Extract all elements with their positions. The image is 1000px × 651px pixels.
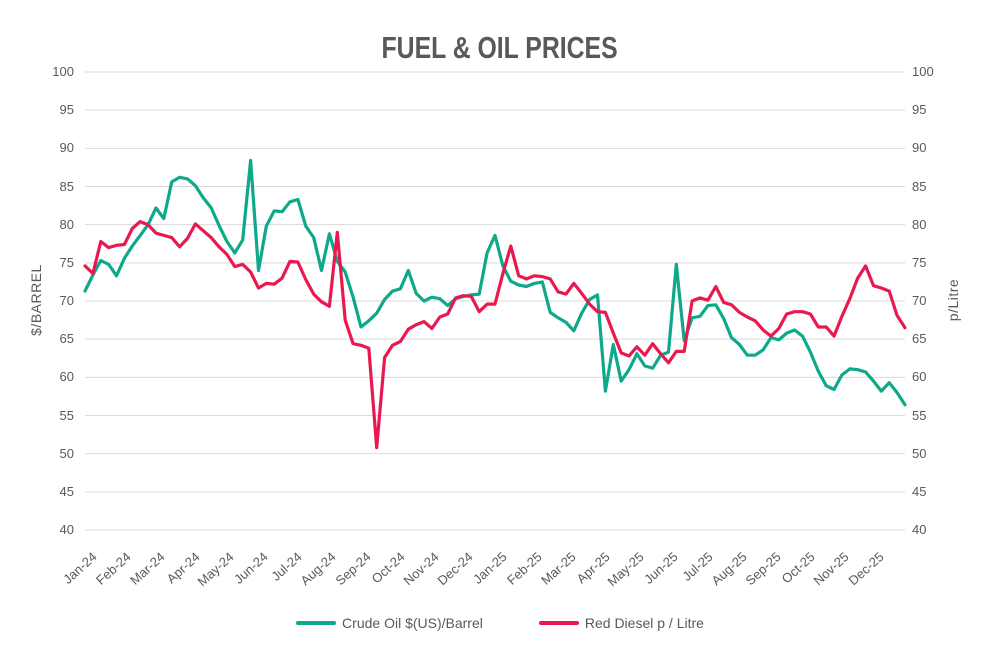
- legend: Crude Oil $(US)/Barrel Red Diesel p / Li…: [0, 615, 1000, 631]
- legend-item-red-diesel: Red Diesel p / Litre: [538, 615, 704, 631]
- y-axis-tick-label-left: 60: [59, 369, 74, 385]
- y-axis-tick-label-right: 90: [912, 140, 927, 156]
- y-axis-tick-label-left: 50: [59, 445, 74, 461]
- y-axis-tick-label-right: 100: [912, 64, 934, 79]
- y-axis-tick-label-left: 45: [59, 483, 74, 499]
- legend-item-crude-oil: Crude Oil $(US)/Barrel: [296, 615, 483, 631]
- y-axis-tick-label-left: 95: [59, 102, 74, 118]
- y-axis-tick-label-right: 60: [912, 369, 927, 385]
- y-axis-tick-label-left: 55: [59, 407, 74, 423]
- y-axis-tick-label-left: 70: [59, 293, 74, 308]
- y-axis-tick-label-right: 80: [912, 216, 927, 232]
- y-axis-tick-label-left: 65: [59, 331, 74, 347]
- series-line-red-diesel: [83, 220, 907, 450]
- y-axis-tick-label-left: 40: [59, 522, 74, 537]
- red-diesel-line-swatch: [538, 621, 579, 625]
- y-axis-title-left: $/BARREL: [28, 264, 44, 336]
- y-axis-tick-label-right: 40: [912, 522, 927, 537]
- y-axis-title-right: p/Litre: [945, 278, 961, 322]
- y-axis-tick-label-left: 90: [59, 140, 74, 156]
- y-axis-tick-label-right: 85: [912, 178, 927, 194]
- series-line-crude-oil: [83, 158, 907, 407]
- y-axis-tick-label-left: 100: [52, 64, 74, 79]
- y-axis-tick-label-right: 95: [912, 102, 927, 118]
- y-axis-tick-label-left: 75: [59, 254, 74, 270]
- y-axis-tick-label-left: 80: [59, 216, 74, 232]
- y-axis-tick-label-right: 70: [912, 293, 927, 308]
- y-axis-tick-label-right: 55: [912, 407, 927, 423]
- y-axis-tick-label-left: 85: [59, 178, 74, 194]
- legend-label-crude-oil: Crude Oil $(US)/Barrel: [342, 615, 483, 631]
- y-axis-tick-label-right: 45: [912, 483, 927, 499]
- y-axis-tick-label-right: 65: [912, 331, 927, 347]
- crude-oil-line-swatch: [296, 621, 337, 625]
- y-axis-tick-label-right: 50: [912, 445, 927, 461]
- legend-label-red-diesel: Red Diesel p / Litre: [584, 615, 704, 631]
- y-axis-tick-label-right: 75: [912, 254, 927, 270]
